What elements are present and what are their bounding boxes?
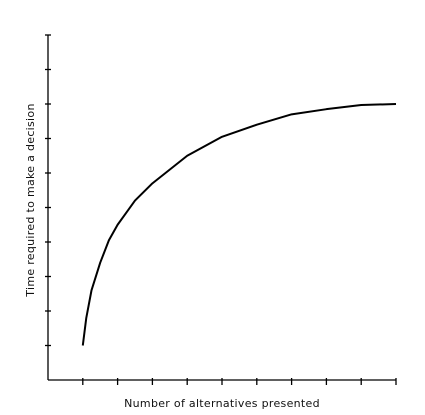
- curve: [81, 103, 397, 346]
- y-axis-label: Time required to make a decision: [24, 103, 37, 297]
- x-axis-label: Number of alternatives presented: [124, 397, 320, 410]
